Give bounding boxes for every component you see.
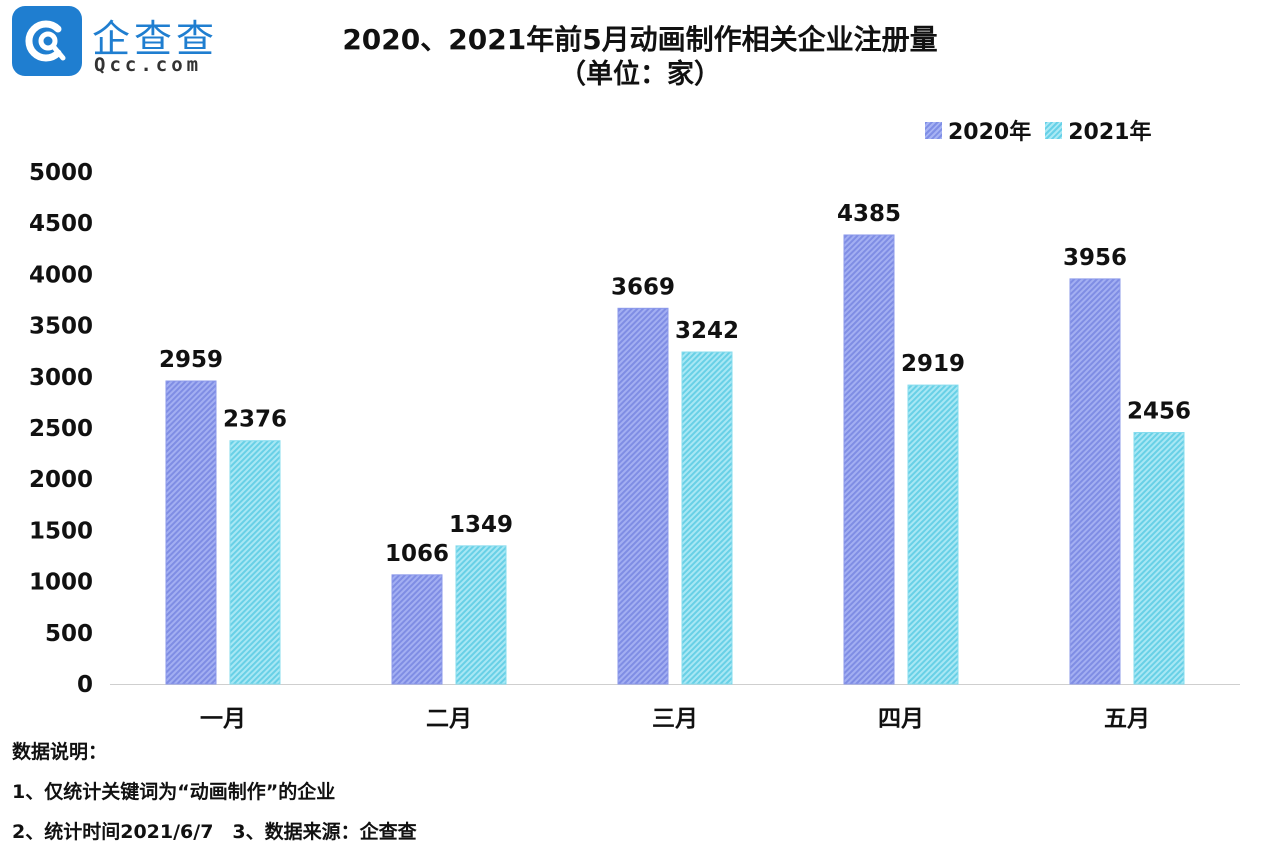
y-tick-label: 500 (45, 621, 93, 647)
chart-legend: 2020年 2021年 (925, 114, 1165, 146)
x-tick-label: 二月 (426, 706, 472, 732)
x-tick-label: 五月 (1104, 706, 1150, 732)
data-label: 3956 (1063, 245, 1127, 271)
brand-logo: 企查查 Qcc.com (12, 6, 242, 82)
y-tick-label: 0 (77, 672, 93, 698)
data-label: 3669 (611, 274, 675, 300)
bar-2021年-四月 (907, 384, 959, 685)
data-notes: 数据说明： 1、仅统计关键词为“动画制作”的企业 2、统计时间2021/6/7 … (12, 738, 417, 858)
y-tick-label: 5000 (29, 160, 93, 186)
legend-swatch-2020 (925, 121, 942, 139)
data-label: 4385 (837, 201, 901, 227)
note-line-1: 1、仅统计关键词为“动画制作”的企业 (12, 781, 336, 803)
data-label: 1349 (449, 512, 513, 538)
y-tick-label: 4000 (29, 262, 93, 288)
data-label: 3242 (675, 318, 739, 344)
y-tick-label: 3500 (29, 314, 93, 340)
bar-2021年-二月 (455, 545, 507, 685)
x-tick-label: 一月 (200, 706, 246, 732)
bar-chart: 0 500 1000 1500 2000 2500 3000 3500 4000 4500 5000… (29, 160, 1240, 732)
x-tick-label: 四月 (878, 706, 924, 732)
legend-item-2020: 2020年 (925, 114, 1031, 146)
chart-subtitle: （单位：家） (559, 59, 721, 90)
bar-2020年-四月 (843, 234, 895, 685)
brand-name: 企查查 (92, 17, 219, 61)
y-tick-label: 2000 (29, 467, 93, 493)
brand-domain: Qcc.com (94, 54, 203, 76)
note-line-2: 2、统计时间2021/6/7 3、数据来源：企查查 (12, 821, 417, 843)
legend-label-2020: 2020年 (948, 120, 1032, 145)
legend-swatch-2021 (1045, 121, 1063, 139)
chart-layer: 0 500 1000 1500 2000 2500 3000 3500 4000 4500 5000… (29, 160, 1240, 732)
notes-heading: 数据说明： (12, 741, 108, 763)
data-label: 1066 (385, 541, 449, 567)
y-tick-label: 4500 (29, 211, 93, 237)
bar-2021年-三月 (681, 351, 733, 685)
legend-label-2021: 2021年 (1068, 120, 1152, 145)
bar-2021年-一月 (229, 440, 281, 685)
y-tick-label: 2500 (29, 416, 93, 442)
legend-item-2021: 2021年 (1045, 114, 1151, 146)
y-tick-label: 1000 (29, 570, 93, 596)
bar-2020年-三月 (617, 307, 669, 685)
data-label: 2456 (1127, 399, 1191, 425)
bar-2020年-五月 (1069, 278, 1121, 685)
bar-2021年-五月 (1133, 432, 1185, 685)
y-tick-label: 1500 (29, 518, 93, 544)
x-tick-label: 三月 (652, 706, 698, 732)
chart-title: 2020、2021年前5月动画制作相关企业注册量 (342, 23, 938, 56)
data-label: 2959 (159, 347, 223, 373)
bar-2020年-一月 (165, 380, 217, 685)
data-label: 2919 (901, 351, 965, 377)
bar-2020年-二月 (391, 574, 443, 685)
qcc-logo-icon (12, 6, 82, 76)
y-tick-label: 3000 (29, 365, 93, 391)
data-label: 2376 (223, 407, 287, 433)
